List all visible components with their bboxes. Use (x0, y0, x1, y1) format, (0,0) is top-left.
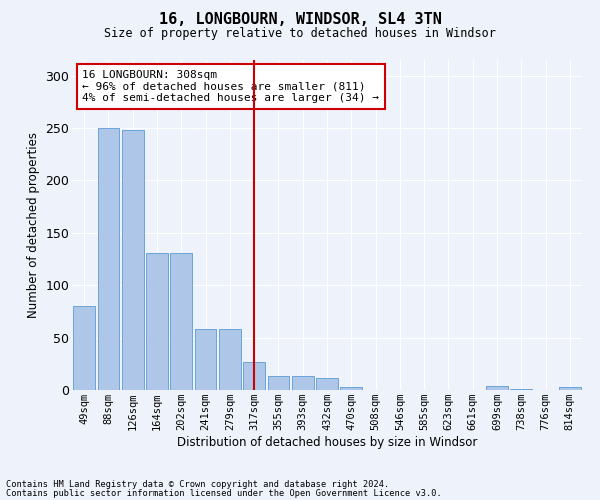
Bar (292, 376, 314, 390)
Bar (340, 387, 362, 390)
Bar (146, 253, 168, 390)
Text: 16, LONGBOURN, WINDSOR, SL4 3TN: 16, LONGBOURN, WINDSOR, SL4 3TN (158, 12, 442, 28)
Bar (243, 362, 265, 390)
Bar (511, 389, 532, 390)
Bar (219, 329, 241, 390)
Text: 16 LONGBOURN: 308sqm
← 96% of detached houses are smaller (811)
4% of semi-detac: 16 LONGBOURN: 308sqm ← 96% of detached h… (82, 70, 379, 103)
Bar (97, 128, 119, 390)
Bar (122, 130, 143, 390)
Bar (559, 387, 581, 390)
Text: Contains HM Land Registry data © Crown copyright and database right 2024.: Contains HM Land Registry data © Crown c… (6, 480, 389, 489)
Text: Size of property relative to detached houses in Windsor: Size of property relative to detached ho… (104, 28, 496, 40)
Bar (486, 386, 508, 390)
Bar (268, 376, 289, 390)
Bar (194, 329, 217, 390)
Y-axis label: Number of detached properties: Number of detached properties (27, 132, 40, 318)
Bar (170, 253, 192, 390)
Bar (316, 378, 338, 390)
Bar (73, 306, 95, 390)
X-axis label: Distribution of detached houses by size in Windsor: Distribution of detached houses by size … (177, 436, 477, 449)
Text: Contains public sector information licensed under the Open Government Licence v3: Contains public sector information licen… (6, 488, 442, 498)
